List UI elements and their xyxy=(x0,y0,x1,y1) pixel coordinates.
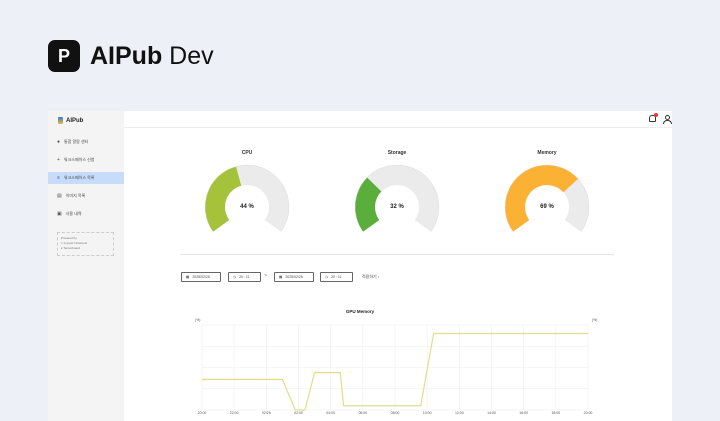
y-axis-left-unit: (%) xyxy=(195,318,201,322)
gauge-fill xyxy=(505,165,579,232)
brand-name: AIPub Dev xyxy=(90,41,214,70)
gauge-memory: Memory 69 % xyxy=(497,150,597,232)
gauge-outline xyxy=(504,164,590,232)
gauge-value: 69 % xyxy=(540,204,554,210)
gauge-storage: Storage 32 % xyxy=(347,150,447,232)
aipub-logo-icon xyxy=(58,117,63,124)
logo-icon: P xyxy=(48,40,80,72)
powered-item-jupyter: □ Jupyter Notebook xyxy=(61,241,88,245)
gauge-title: Storage xyxy=(387,150,407,156)
gpu-memory-series-line xyxy=(202,332,588,411)
x-tick-label: 02/26 xyxy=(261,411,271,415)
gauge-value: 44 % xyxy=(240,204,254,210)
y-axis-right-unit: (%) xyxy=(592,318,598,322)
x-tick-label: 22:00 xyxy=(229,411,239,415)
data-point xyxy=(282,379,283,380)
alarm-icon: ● xyxy=(57,139,61,145)
x-tick-label: 20:00 xyxy=(583,411,593,415)
data-point xyxy=(433,333,434,334)
x-tick-label: 02:00 xyxy=(294,411,303,415)
x-tick-label: 12:00 xyxy=(454,411,464,415)
x-tick-label: 04:00 xyxy=(326,411,336,415)
x-tick-label: 06:00 xyxy=(358,411,368,415)
end-time-input[interactable]: ◷ 20 : 11 xyxy=(320,272,353,282)
x-tick-label: 14:00 xyxy=(487,411,496,415)
list-icon: ≡ xyxy=(57,175,60,181)
plus-icon: + xyxy=(57,157,60,163)
x-tick-label: 16:00 xyxy=(519,411,529,415)
gauge-outline xyxy=(354,164,440,232)
gauge-title: Memory xyxy=(537,150,557,156)
sidebar-item-2[interactable]: ≡ 워크스페이스 목록 xyxy=(48,172,124,184)
divider xyxy=(180,254,614,255)
data-point xyxy=(420,405,422,407)
data-point xyxy=(587,333,589,334)
gauge-fill xyxy=(205,166,242,232)
top-bar xyxy=(124,111,672,128)
x-tick-label: 18:00 xyxy=(551,411,561,415)
user-icon[interactable] xyxy=(663,115,672,124)
powered-by-label: Powered by xyxy=(61,236,77,240)
apply-button[interactable]: 적용하기 › xyxy=(362,274,380,279)
x-tick-label: 10:00 xyxy=(422,411,432,415)
sidebar-item-1[interactable]: + 워크스페이스 신청 xyxy=(48,154,124,166)
sidebar-item-label: 워크스페이스 신청 xyxy=(63,157,95,162)
app-window: AIPub ● 통합 알람 센터 + 워크스페이스 신청 ≡ 워크스페이스 목록 ▤ 이미지 … xyxy=(48,111,672,421)
sidebar-logo[interactable]: AIPub xyxy=(58,117,83,124)
gauge-title: CPU xyxy=(241,150,253,156)
sidebar: AIPub ● 통합 알람 센터 + 워크스페이스 신청 ≡ 워크스페이스 목록 ▤ 이미지 … xyxy=(48,111,124,421)
sidebar-item-0[interactable]: ● 통합 알람 센터 xyxy=(48,136,124,148)
x-tick-label: 08:00 xyxy=(390,411,400,415)
gauge-outline xyxy=(204,164,290,232)
powered-item-tensorboard: ♦ Tensorboard xyxy=(61,246,80,250)
gauge-value: 32 % xyxy=(390,204,404,210)
brand-logo: P AIPub Dev xyxy=(48,40,214,72)
range-separator: ~ xyxy=(264,273,267,279)
data-point xyxy=(201,379,203,380)
x-tick-label: 20:00 xyxy=(197,411,207,415)
sidebar-item-label: 워크스페이스 목록 xyxy=(63,175,95,180)
sidebar-item-label: 사용 내역 xyxy=(65,211,82,216)
chart-title: GPU Memory xyxy=(345,309,375,314)
data-point xyxy=(340,372,341,373)
data-point xyxy=(314,372,315,373)
history-icon: ▣ xyxy=(57,211,62,217)
data-point xyxy=(343,405,344,407)
end-date-input[interactable]: ▦ 2025/02/26 xyxy=(274,272,314,282)
sidebar-item-3[interactable]: ▤ 이미지 목록 xyxy=(48,190,124,202)
start-date-input[interactable]: ▦ 2025/02/25 xyxy=(181,272,221,282)
gpu-memory-chart xyxy=(201,324,589,411)
gauge-fill xyxy=(355,177,382,232)
start-time-input[interactable]: ◷ 20 : 11 xyxy=(228,272,261,282)
bell-icon[interactable] xyxy=(649,113,658,122)
sidebar-item-4[interactable]: ▣ 사용 내역 xyxy=(48,208,124,220)
data-point xyxy=(304,409,306,411)
image-icon: ▤ xyxy=(57,193,62,199)
sidebar-item-label: 이미지 목록 xyxy=(65,193,86,198)
data-point xyxy=(294,409,296,411)
gauge-cpu: CPU 44 % xyxy=(197,150,297,232)
powered-by-box: Powered by □ Jupyter Notebook ♦ Tensorbo… xyxy=(57,232,114,256)
sidebar-item-label: 통합 알람 센터 xyxy=(64,139,89,144)
